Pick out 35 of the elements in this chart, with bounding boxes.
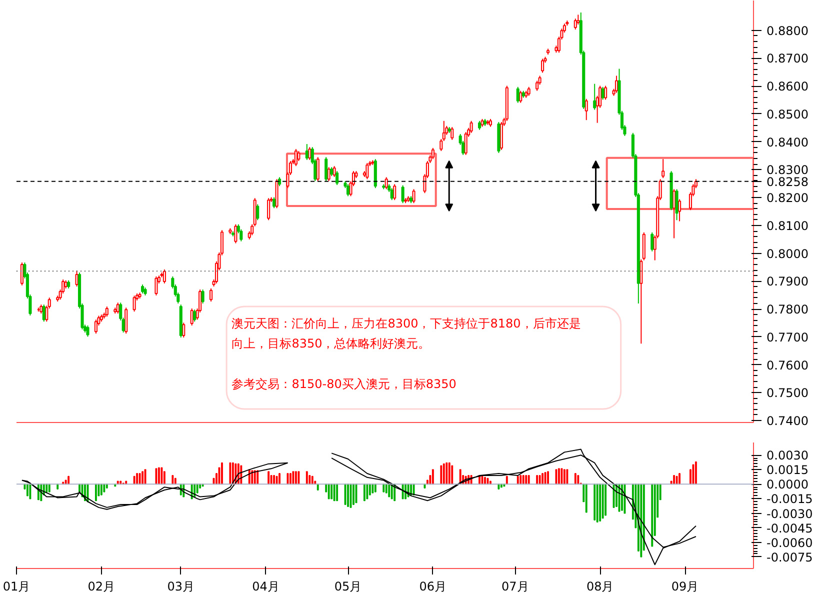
y-tick-label: 0.8200 <box>766 191 808 206</box>
annotation: 澳元天图：汇价向上，压力在8300，下支持位于8180，后市还是向上，目标8350，总体略利好澳元。 <box>232 316 581 351</box>
y-tick-label: 0.8000 <box>766 246 808 261</box>
x-tick-label: 09月 <box>671 580 699 594</box>
x-tick-label: 04月 <box>252 580 280 594</box>
y-tick-label: 0.8500 <box>766 107 808 122</box>
ref-line-label: 0.8258 <box>766 174 808 189</box>
y-tick-label: 0.0030 <box>766 448 808 463</box>
x-tick-label: 02月 <box>88 580 116 594</box>
y-tick-label: -0.0060 <box>766 536 813 550</box>
y-tick-label: 0.7800 <box>766 302 808 317</box>
y-tick-label: -0.0045 <box>766 521 813 536</box>
y-tick-label: 0.8700 <box>766 52 808 66</box>
y-tick-label: 0.0000 <box>766 478 808 492</box>
y-tick-label: -0.0030 <box>766 506 813 521</box>
y-tick-label: 0.7500 <box>766 386 808 400</box>
x-tick-label: 05月 <box>334 580 362 594</box>
y-tick-label: 0.8300 <box>766 163 808 178</box>
y-tick-label: 0.0015 <box>766 463 808 478</box>
y-tick-label: 0.8600 <box>766 80 808 94</box>
annotation: 参考交易：8150-80买入澳元，目标8350 <box>232 377 456 392</box>
y-tick-label: 0.8800 <box>766 24 808 38</box>
x-tick-label: 07月 <box>502 580 529 594</box>
y-tick-label: 0.7600 <box>766 358 808 372</box>
y-tick-label: -0.0015 <box>766 492 813 506</box>
x-tick-label: 03月 <box>167 580 195 594</box>
x-tick-label: 08月 <box>586 580 614 594</box>
y-tick-label: 0.8400 <box>766 135 808 150</box>
y-tick-label: 0.7700 <box>766 330 808 344</box>
x-tick-label: 06月 <box>419 580 447 594</box>
y-tick-label: 0.8100 <box>766 218 808 233</box>
y-tick-label: -0.0075 <box>766 550 813 564</box>
y-tick-label: 0.7400 <box>766 414 808 428</box>
y-tick-label: 0.7900 <box>766 274 808 289</box>
x-tick-label: 01月 <box>2 580 30 594</box>
